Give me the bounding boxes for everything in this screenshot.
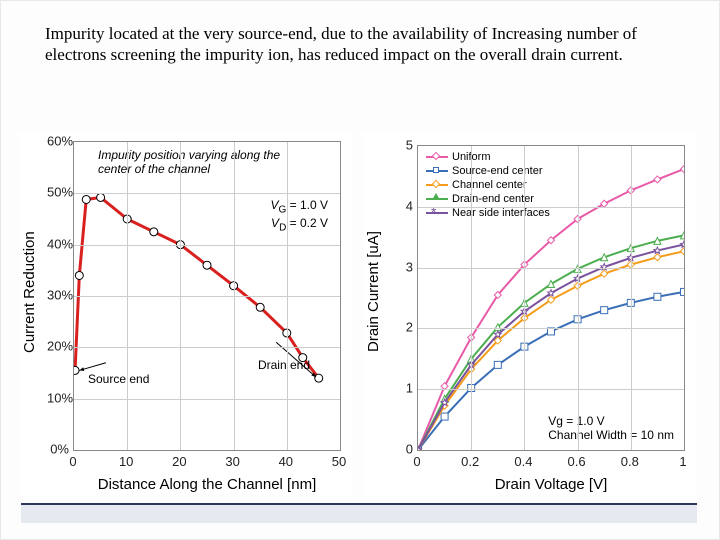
x-tick: 30 xyxy=(225,454,239,469)
x-tick: 20 xyxy=(172,454,186,469)
y-tick: 0 xyxy=(389,442,413,457)
legend-item: Uniform xyxy=(426,150,550,164)
right-legend: UniformSource-end center Channel center Dr… xyxy=(426,150,550,220)
charts-row: Current Reduction Impurity position vary… xyxy=(19,133,697,495)
y-tick: 1 xyxy=(389,381,413,396)
y-tick: 4 xyxy=(389,198,413,213)
y-tick: 2 xyxy=(389,320,413,335)
legend-label: Source-end center xyxy=(452,165,543,177)
x-tick: 0 xyxy=(413,454,420,469)
left-plot-area: Impurity position varying along the cent… xyxy=(73,141,341,451)
y-tick: 20% xyxy=(47,339,69,354)
y-tick: 10% xyxy=(47,390,69,405)
y-tick: 50% xyxy=(47,185,69,200)
legend-item: Channel center xyxy=(426,178,550,192)
y-tick: 0% xyxy=(47,442,69,457)
legend-item: *Near side interfaces xyxy=(426,206,550,220)
x-tick: 0.4 xyxy=(514,454,532,469)
slide-caption: Impurity located at the very source-end,… xyxy=(45,23,675,66)
y-tick: 40% xyxy=(47,236,69,251)
left-y-axis-title: Current Reduction xyxy=(21,133,39,451)
left-x-axis-title: Distance Along the Channel [nm] xyxy=(73,476,341,493)
y-tick: 60% xyxy=(47,134,69,149)
x-tick: 0 xyxy=(69,454,76,469)
slide: Impurity located at the very source-end,… xyxy=(0,0,720,540)
footer-bar xyxy=(21,503,697,523)
legend-label: Drain-end center xyxy=(452,193,534,205)
y-tick: 30% xyxy=(47,288,69,303)
legend-item: Source-end center xyxy=(426,164,550,178)
legend-item: Drain-end center xyxy=(426,192,550,206)
right-y-axis-title: Drain Current [uA] xyxy=(365,133,383,451)
x-tick: 0.2 xyxy=(461,454,479,469)
left-chart: Current Reduction Impurity position vary… xyxy=(19,133,353,495)
legend-label: Near side interfaces xyxy=(452,207,550,219)
x-tick: 50 xyxy=(332,454,346,469)
x-tick: 0.8 xyxy=(621,454,639,469)
x-tick: 0.6 xyxy=(568,454,586,469)
x-tick: 10 xyxy=(119,454,133,469)
y-tick: 5 xyxy=(389,138,413,153)
y-tick: 3 xyxy=(389,259,413,274)
right-plot-area: UniformSource-end center Channel center Dr… xyxy=(417,145,685,451)
right-corner-text: Vg = 1.0 V Channel Width = 10 nm xyxy=(548,414,674,442)
right-chart: Drain Current [uA] UniformSource-end cen… xyxy=(363,133,697,495)
right-x-axis-title: Drain Voltage [V] xyxy=(417,476,685,493)
x-tick: 1 xyxy=(679,454,686,469)
x-tick: 40 xyxy=(279,454,293,469)
legend-label: Channel center xyxy=(452,179,527,191)
